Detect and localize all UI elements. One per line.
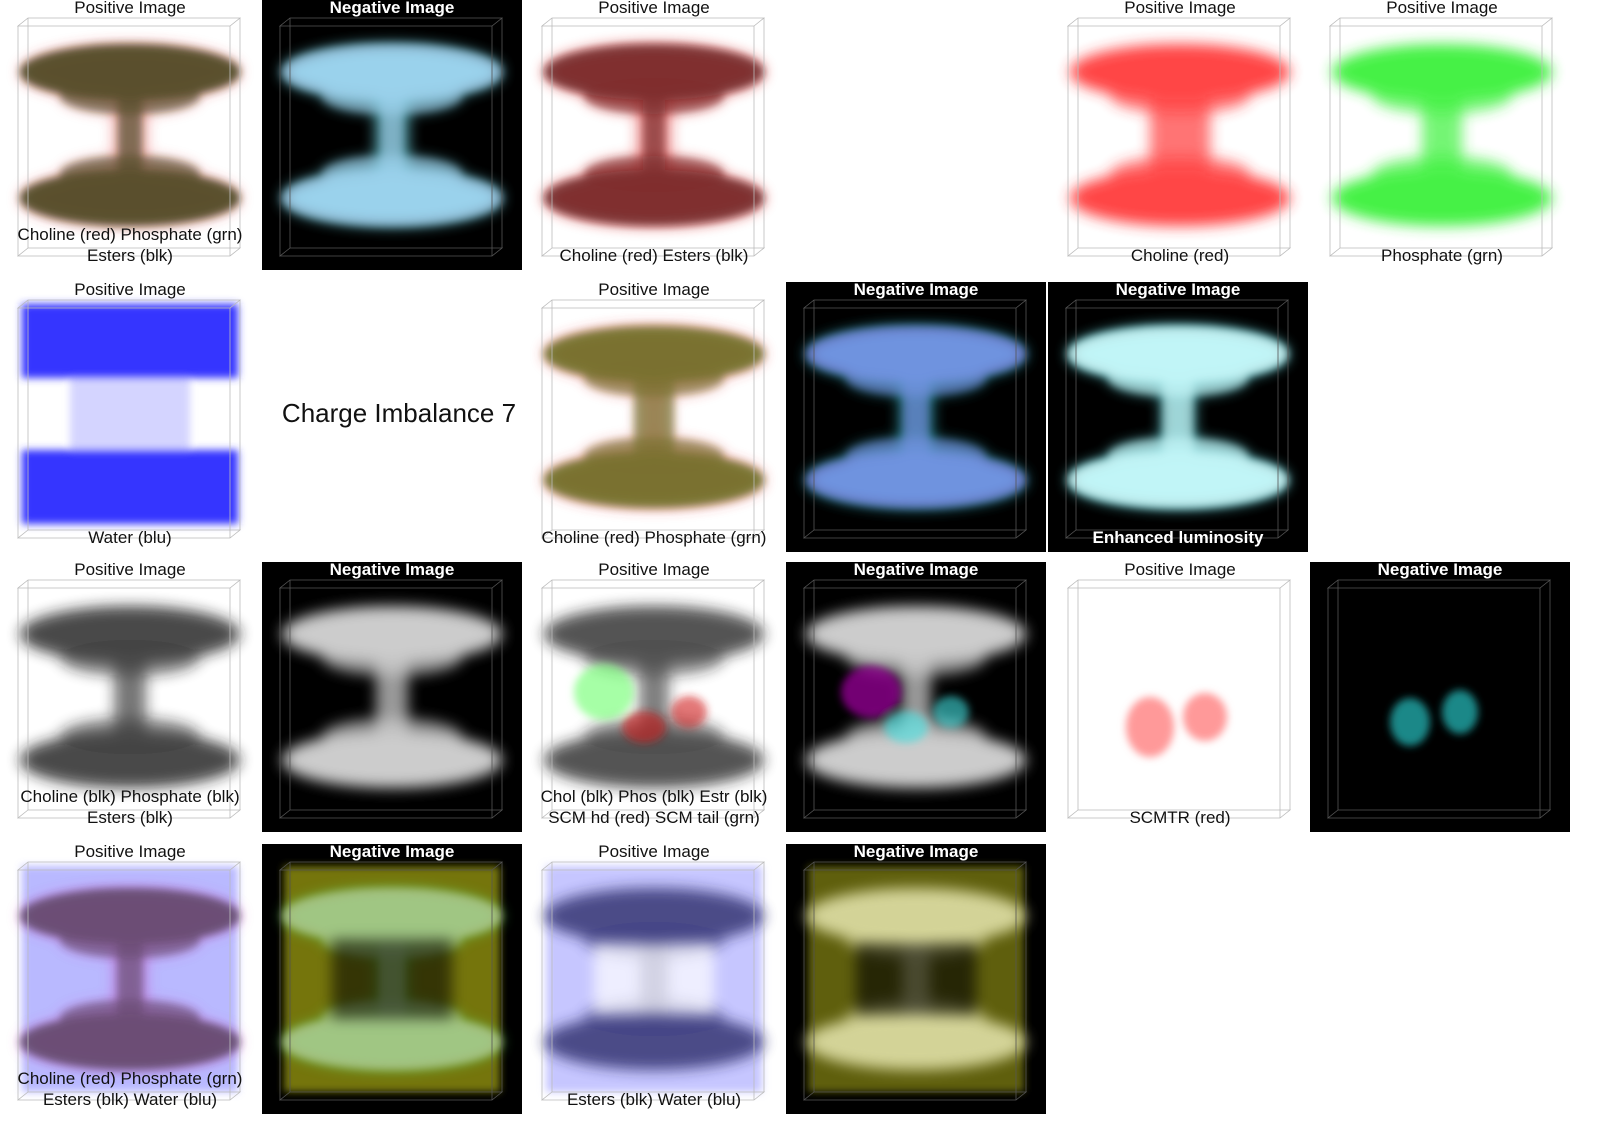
caption-line: Choline (blk) Phosphate (blk) <box>20 787 240 806</box>
caption-line: Water (blu) <box>88 528 172 547</box>
caption-line: Esters (blk) <box>87 246 173 265</box>
caption-line: Esters (blk) Water (blu) <box>566 1090 742 1109</box>
hourglass-render <box>16 299 242 539</box>
panel-title: Positive Image <box>598 0 710 17</box>
caption-line: Phosphate (grn) <box>1381 246 1503 265</box>
hourglass-render <box>540 579 766 819</box>
caption-line: Chol (blk) Phos (blk) Estr (blk) <box>540 787 768 806</box>
hourglass-render <box>1066 579 1292 819</box>
panel-caption: Chol (blk) Phos (blk) Estr (blk) SCM hd (… <box>524 786 784 828</box>
hourglass-render <box>278 579 504 819</box>
panel-title: Positive Image <box>598 844 710 861</box>
hourglass-render <box>1326 579 1552 819</box>
image-panel-r1c3: Positive Image Choline (red) Esters (blk) <box>524 0 784 270</box>
image-panel-r3c1: Positive Image Choline (blk) Phosphate (b… <box>0 562 260 832</box>
caption-line: SCMTR (red) <box>1129 808 1231 827</box>
image-panel-r3c3: Positive Image Chol (blk) Phos (blk) Estr… <box>524 562 784 832</box>
panel-title: Positive Image <box>1386 0 1498 17</box>
panel-caption: Enhanced luminosity <box>1048 527 1308 548</box>
hourglass-render <box>1064 299 1290 539</box>
hourglass-render <box>802 299 1028 539</box>
panel-title: Negative Image <box>853 282 979 299</box>
image-panel-r1c5: Positive Image Choline (red) <box>1050 0 1310 270</box>
hourglass-render <box>278 17 504 257</box>
hourglass-render <box>1066 17 1292 257</box>
image-panel-r1c2: Negative Image <box>262 0 522 270</box>
caption-line: Choline (red) <box>1130 246 1230 265</box>
image-panel-r4c2: Negative Image <box>262 844 522 1114</box>
panel-title: Negative Image <box>853 562 979 579</box>
panel-title: Negative Image <box>329 0 455 17</box>
panel-caption: Phosphate (grn) <box>1312 245 1572 266</box>
panel-caption: Esters (blk) Water (blu) <box>524 1089 784 1110</box>
panel-caption: Choline (red) <box>1050 245 1310 266</box>
hourglass-render <box>16 861 242 1101</box>
panel-title: Positive Image <box>598 562 710 579</box>
image-panel-r3c2: Negative Image <box>262 562 522 832</box>
image-panel-r1c6: Positive Image Phosphate (grn) <box>1312 0 1572 270</box>
panel-title: Negative Image <box>853 844 979 861</box>
hourglass-render <box>16 579 242 819</box>
image-panel-r2c5: Negative Image Enhanced luminosity <box>1048 282 1308 552</box>
panel-title: Positive Image <box>74 282 186 299</box>
image-panel-r1c1: Positive Image Choline (red) Phosphate (g… <box>0 0 260 270</box>
panel-title: Positive Image <box>1124 0 1236 17</box>
image-panel-r3c4: Negative Image <box>786 562 1046 832</box>
hourglass-render <box>278 861 504 1101</box>
image-panel-r3c6: Negative Image <box>1310 562 1570 832</box>
hourglass-render <box>802 861 1028 1101</box>
panel-title: Positive Image <box>1124 562 1236 579</box>
panel-caption: Choline (red) Esters (blk) <box>524 245 784 266</box>
hourglass-render <box>540 861 766 1101</box>
hourglass-render <box>540 299 766 539</box>
image-panel-r2c4: Negative Image <box>786 282 1046 552</box>
hourglass-render <box>16 17 242 257</box>
image-panel-r2c1: Positive Image Water (blu) <box>0 282 260 552</box>
caption-line: Choline (red) Esters (blk) <box>559 246 749 265</box>
panel-title: Negative Image <box>329 844 455 861</box>
caption-line: Choline (red) Phosphate (grn) <box>17 225 243 244</box>
caption-line: Esters (blk) <box>87 808 173 827</box>
panel-caption: Choline (red) Phosphate (grn) Esters (blk… <box>0 1068 260 1110</box>
panel-caption: Choline (blk) Phosphate (blk) Esters (blk… <box>0 786 260 828</box>
caption-line: Choline (red) Phosphate (grn) <box>17 1069 243 1088</box>
hourglass-render <box>540 17 766 257</box>
image-panel-r4c1: Positive Image Choline (red) Phosphate (g… <box>0 844 260 1114</box>
panel-title: Negative Image <box>1377 562 1503 579</box>
panel-title: Negative Image <box>329 562 455 579</box>
hourglass-render <box>1328 17 1554 257</box>
panel-caption: Choline (red) Phosphate (grn) Esters (blk… <box>0 224 260 266</box>
panel-title: Negative Image <box>1115 282 1241 299</box>
panel-caption: SCMTR (red) <box>1050 807 1310 828</box>
panel-title: Positive Image <box>74 844 186 861</box>
panel-caption: Choline (red) Phosphate (grn) <box>524 527 784 548</box>
panel-title: Positive Image <box>74 562 186 579</box>
image-panel-r2c3: Positive Image Choline (red) Phosphate (g… <box>524 282 784 552</box>
panel-title: Positive Image <box>598 282 710 299</box>
image-panel-r4c3: Positive Image Esters (blk) Water (blu) <box>524 844 784 1114</box>
panel-caption: Water (blu) <box>0 527 260 548</box>
caption-line: Esters (blk) Water (blu) <box>42 1090 218 1109</box>
caption-line: SCM hd (red) SCM tail (grn) <box>548 808 760 827</box>
panel-title: Positive Image <box>74 0 186 17</box>
image-panel-r3c5: Positive Image SCMTR (red) <box>1050 562 1310 832</box>
image-panel-r4c4: Negative Image <box>786 844 1046 1114</box>
hourglass-render <box>802 579 1028 819</box>
caption-line: Enhanced luminosity <box>1092 528 1264 547</box>
page-heading: Charge Imbalance 7 <box>281 398 517 428</box>
caption-line: Choline (red) Phosphate (grn) <box>541 528 767 547</box>
